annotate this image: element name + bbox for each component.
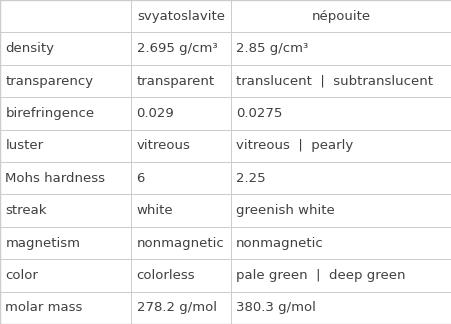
Text: birefringence: birefringence bbox=[5, 107, 94, 120]
Text: magnetism: magnetism bbox=[5, 237, 80, 249]
Text: nonmagnetic: nonmagnetic bbox=[235, 237, 323, 249]
Text: 6: 6 bbox=[136, 172, 145, 185]
Text: vitreous  |  pearly: vitreous | pearly bbox=[235, 139, 352, 152]
Text: nonmagnetic: nonmagnetic bbox=[136, 237, 224, 249]
Text: density: density bbox=[5, 42, 54, 55]
Text: greenish white: greenish white bbox=[235, 204, 334, 217]
Text: 278.2 g/mol: 278.2 g/mol bbox=[136, 301, 216, 314]
Text: translucent  |  subtranslucent: translucent | subtranslucent bbox=[235, 75, 432, 87]
Text: népouite: népouite bbox=[311, 10, 370, 23]
Text: 0.0275: 0.0275 bbox=[235, 107, 282, 120]
Text: 2.85 g/cm³: 2.85 g/cm³ bbox=[235, 42, 308, 55]
Text: 380.3 g/mol: 380.3 g/mol bbox=[235, 301, 315, 314]
Text: Mohs hardness: Mohs hardness bbox=[5, 172, 105, 185]
Text: pale green  |  deep green: pale green | deep green bbox=[235, 269, 405, 282]
Text: vitreous: vitreous bbox=[136, 139, 190, 152]
Text: color: color bbox=[5, 269, 38, 282]
Text: luster: luster bbox=[5, 139, 43, 152]
Text: white: white bbox=[136, 204, 173, 217]
Text: 2.25: 2.25 bbox=[235, 172, 265, 185]
Text: transparent: transparent bbox=[136, 75, 214, 87]
Text: svyatoslavite: svyatoslavite bbox=[137, 10, 224, 23]
Text: 0.029: 0.029 bbox=[136, 107, 174, 120]
Text: streak: streak bbox=[5, 204, 47, 217]
Text: colorless: colorless bbox=[136, 269, 195, 282]
Text: transparency: transparency bbox=[5, 75, 93, 87]
Text: molar mass: molar mass bbox=[5, 301, 83, 314]
Text: 2.695 g/cm³: 2.695 g/cm³ bbox=[136, 42, 216, 55]
